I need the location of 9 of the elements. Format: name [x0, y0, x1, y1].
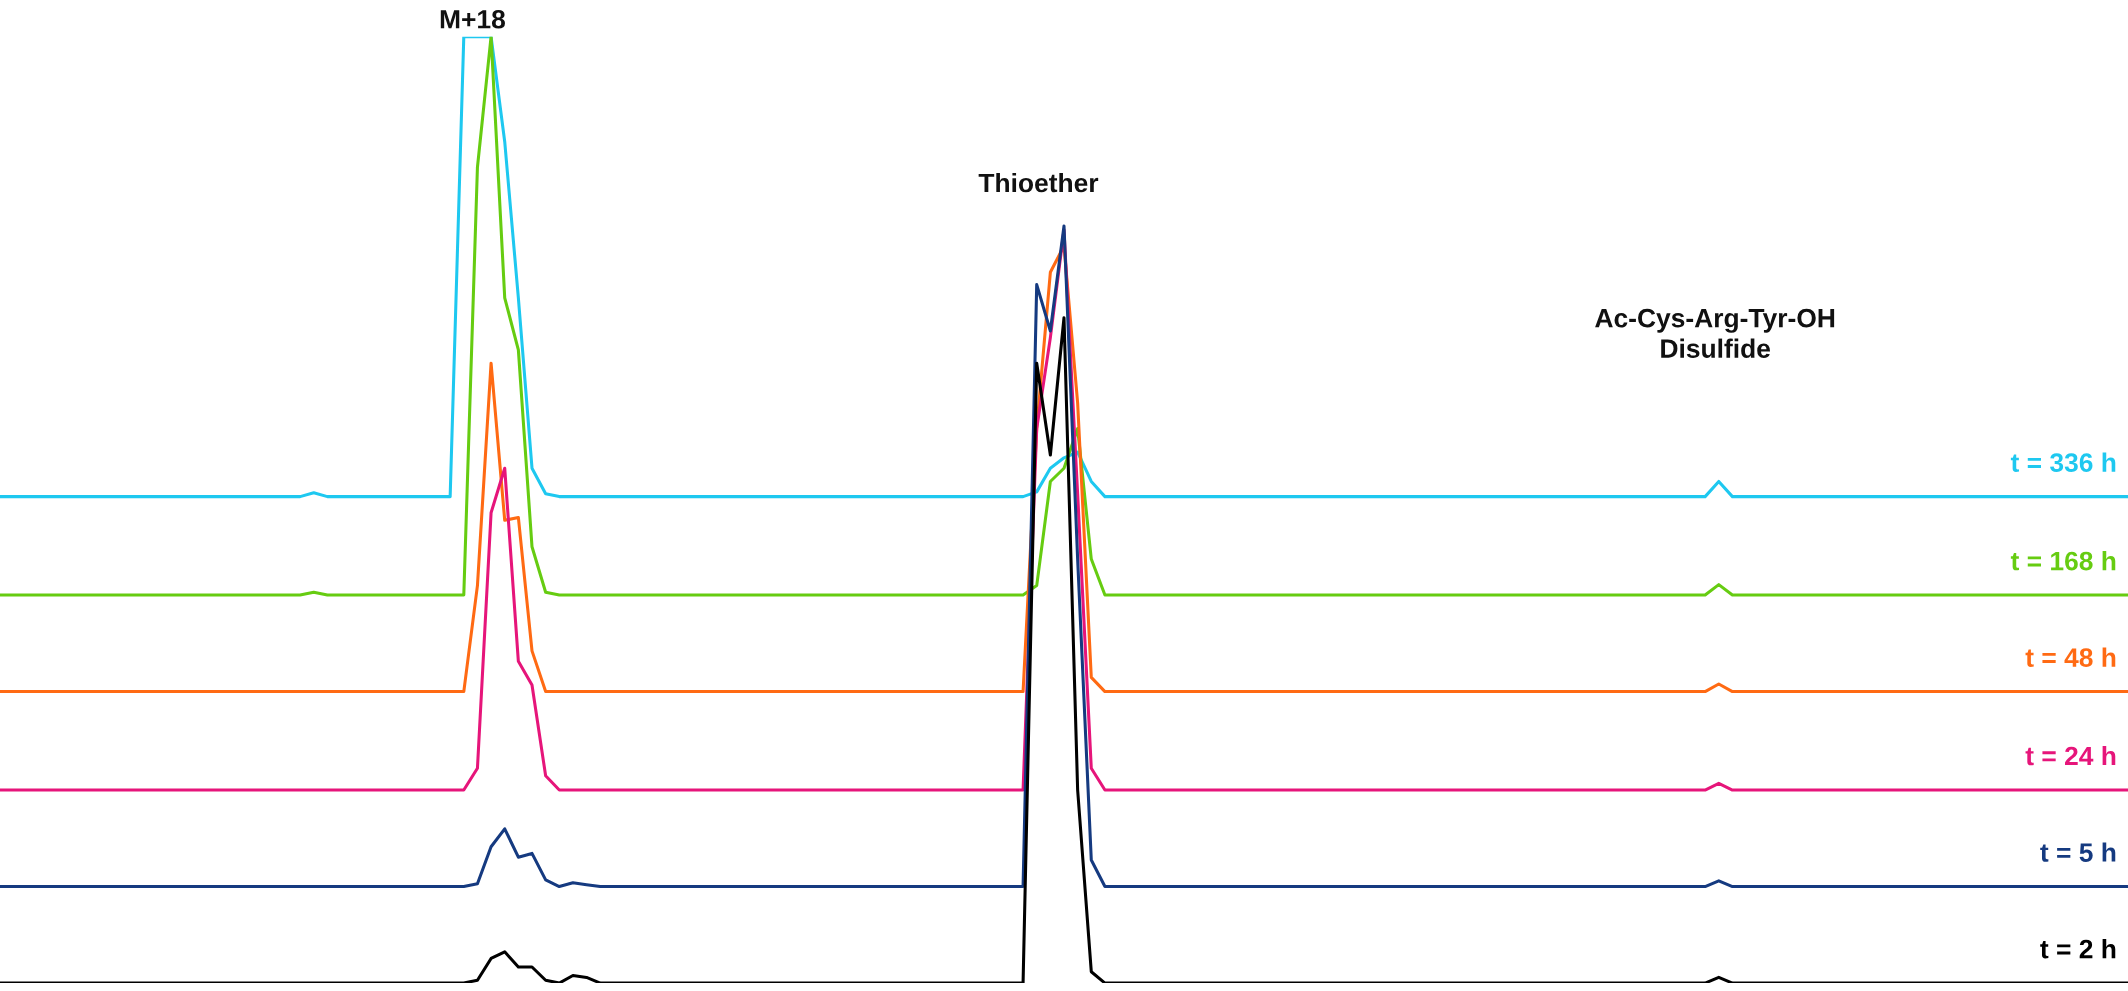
series-label: t = 48 h — [2025, 647, 2116, 667]
series-label: t = 336 h — [2010, 452, 2116, 472]
series-label: t = 168 h — [2010, 551, 2116, 571]
series-label: t = 5 h — [2040, 842, 2116, 862]
annotation: Thioether — [978, 172, 1099, 193]
series-label: t = 24 h — [2025, 745, 2116, 766]
annotation: Ac-Cys-Arg-Tyr-OH Disulfide — [1595, 308, 1835, 358]
text: M+18 — [440, 9, 505, 29]
series-label: t = 2 h — [2040, 939, 2116, 959]
